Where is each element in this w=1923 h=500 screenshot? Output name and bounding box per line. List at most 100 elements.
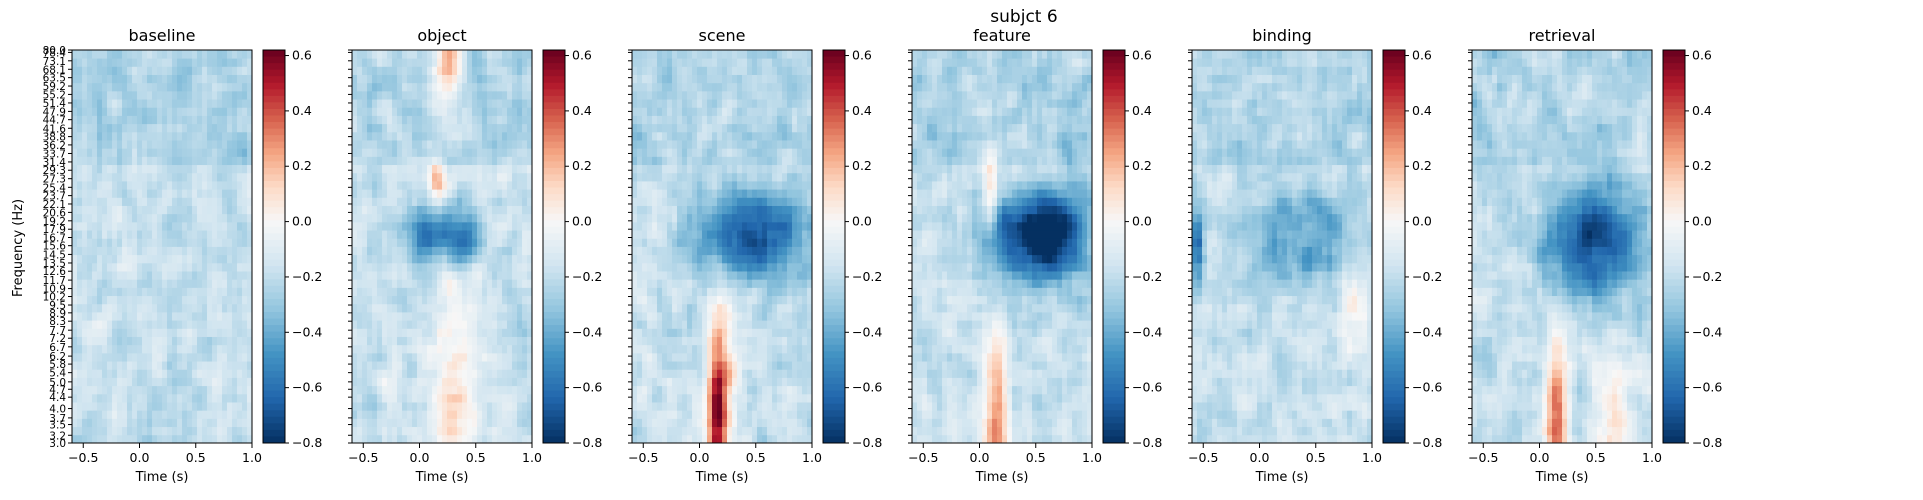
heatmap-cell — [222, 66, 227, 75]
heatmap-cell — [402, 328, 407, 337]
heatmap-cell — [447, 328, 452, 337]
panel-title: scene — [699, 26, 746, 45]
heatmap-cell — [217, 140, 222, 149]
x-tick-label: 0.0 — [130, 450, 150, 465]
heatmap-cell — [227, 197, 232, 206]
heatmap-cell — [442, 75, 447, 84]
heatmap-cell — [237, 58, 242, 67]
heatmap-cell — [377, 353, 382, 362]
colorbar-swatch — [543, 148, 565, 155]
heatmap-cell — [122, 58, 127, 67]
heatmap-cell — [732, 247, 737, 256]
heatmap-cell — [512, 181, 517, 190]
colorbar-swatch — [263, 155, 285, 162]
heatmap-cell — [382, 165, 387, 174]
heatmap-cell — [382, 124, 387, 133]
heatmap-cell — [352, 402, 357, 411]
heatmap-cell — [187, 189, 192, 198]
heatmap-cell — [712, 304, 717, 313]
heatmap-cell — [142, 116, 147, 125]
heatmap-cell — [462, 50, 467, 59]
heatmap-cell — [657, 361, 662, 370]
heatmap-cell — [482, 140, 487, 149]
heatmap-cell — [107, 91, 112, 100]
heatmap-cell — [187, 238, 192, 247]
colorbar-swatch — [543, 378, 565, 385]
heatmap-cell — [377, 328, 382, 337]
heatmap-cell — [132, 124, 137, 133]
colorbar-swatch — [263, 161, 285, 168]
colorbar-swatch — [263, 129, 285, 136]
heatmap-cell — [657, 247, 662, 256]
heatmap-cell — [712, 328, 717, 337]
heatmap-cell — [502, 296, 507, 305]
heatmap-cell — [372, 83, 377, 92]
heatmap-cell — [202, 75, 207, 84]
heatmap-cell — [497, 165, 502, 174]
heatmap-cell — [632, 263, 637, 272]
heatmap-cell — [242, 353, 247, 362]
heatmap-cell — [642, 378, 647, 387]
heatmap-cell — [727, 279, 732, 288]
heatmap-cell — [377, 140, 382, 149]
heatmap-cell — [517, 148, 522, 157]
heatmap-cell — [522, 312, 527, 321]
heatmap-cell — [747, 206, 752, 215]
heatmap-cell — [222, 148, 227, 157]
heatmap-cell — [492, 402, 497, 411]
heatmap-cell — [432, 124, 437, 133]
heatmap-cell — [782, 271, 787, 280]
heatmap-cell — [407, 287, 412, 296]
heatmap-cell — [697, 402, 702, 411]
heatmap-cell — [97, 271, 102, 280]
heatmap-cell — [362, 148, 367, 157]
heatmap-cell — [187, 50, 192, 59]
heatmap-cell — [752, 361, 757, 370]
heatmap-cell — [802, 418, 807, 427]
heatmap-cell — [692, 345, 697, 354]
heatmap-cell — [487, 320, 492, 329]
heatmap-cell — [72, 255, 77, 264]
colorbar-swatch — [263, 109, 285, 116]
heatmap-cell — [127, 247, 132, 256]
heatmap-cell — [432, 304, 437, 313]
colorbar-swatch — [263, 266, 285, 273]
heatmap-cell — [217, 124, 222, 133]
heatmap-cell — [357, 386, 362, 395]
heatmap-cell — [77, 99, 82, 108]
heatmap-cell — [142, 296, 147, 305]
heatmap-cell — [512, 124, 517, 133]
heatmap-cell — [127, 410, 132, 419]
heatmap-cell — [427, 279, 432, 288]
heatmap-cell — [497, 50, 502, 59]
heatmap-cell — [127, 378, 132, 387]
heatmap-cell — [467, 378, 472, 387]
heatmap-cell — [502, 328, 507, 337]
heatmap-cell — [487, 435, 492, 444]
heatmap-cell — [137, 353, 142, 362]
heatmap-cell — [457, 279, 462, 288]
heatmap-cell — [387, 353, 392, 362]
heatmap-cell — [77, 378, 82, 387]
heatmap-cell — [662, 410, 667, 419]
heatmap-cell — [97, 279, 102, 288]
heatmap-cell — [462, 435, 467, 444]
heatmap-cell — [487, 148, 492, 157]
heatmap-cell — [132, 132, 137, 141]
heatmap-cell — [512, 328, 517, 337]
heatmap-cell — [482, 353, 487, 362]
heatmap-cell — [432, 66, 437, 75]
heatmap-cell — [647, 197, 652, 206]
heatmap-cell — [747, 304, 752, 313]
heatmap-cell — [112, 361, 117, 370]
heatmap-cell — [772, 206, 777, 215]
heatmap-cell — [392, 197, 397, 206]
heatmap-cell — [222, 255, 227, 264]
heatmap-cell — [137, 263, 142, 272]
heatmap-cell — [642, 255, 647, 264]
heatmap-cell — [417, 181, 422, 190]
heatmap-cell — [362, 75, 367, 84]
heatmap-cell — [202, 386, 207, 395]
heatmap-cell — [452, 66, 457, 75]
